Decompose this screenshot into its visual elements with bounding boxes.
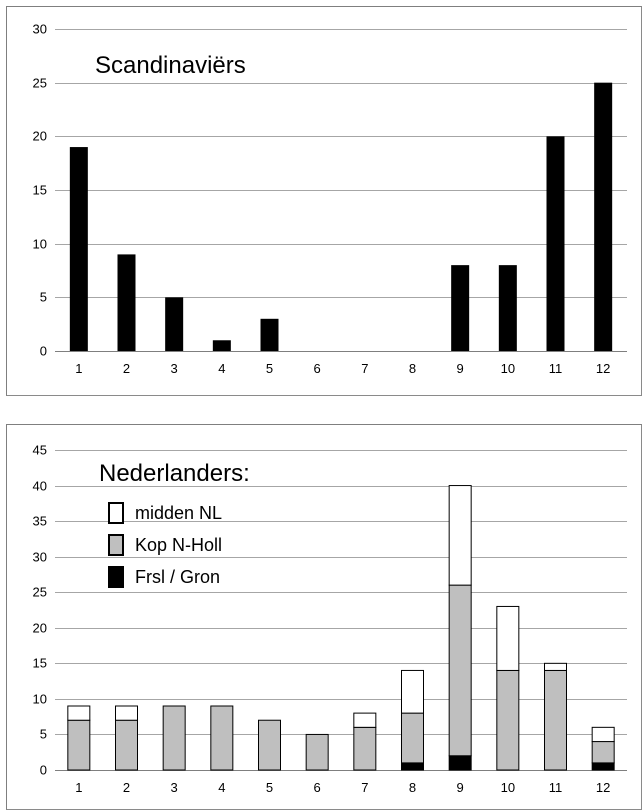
legend-label-frsl-gron: Frsl / Gron (135, 567, 220, 587)
x-tick-label: 9 (457, 780, 464, 795)
bar-segment-midden-nl (591, 726, 615, 743)
y-tick-label: 20 (33, 621, 47, 636)
y-tick-label: 15 (33, 656, 47, 671)
bar-segment-midden-nl (115, 705, 138, 721)
legend-swatch-kop-n-holl (108, 534, 124, 556)
x-tick-label: 6 (314, 780, 321, 795)
bar-segment-kop-n-holl (305, 733, 329, 771)
grid (55, 450, 627, 771)
chart-title: Scandinaviërs (95, 52, 246, 79)
legend: midden NL Kop N-Holl Frsl / Gron (108, 502, 222, 588)
y-tick-label: 40 (33, 479, 47, 494)
legend-swatch-midden-nl (108, 502, 124, 524)
bar (117, 254, 136, 351)
x-tick-label: 12 (596, 780, 610, 795)
dutch-chart-panel: 0 5 10 15 20 25 30 35 40 45 1 2 3 4 5 6 7 8 9 10 11 12 Nederl… (6, 424, 642, 810)
x-tick-label: 10 (501, 780, 515, 795)
scandinavians-chart-panel: 0 5 10 15 20 25 30 1 2 3 4 5 6 7 8 9 10 11 12 Scandinaviër… (6, 6, 642, 396)
x-tick-label: 5 (266, 361, 273, 376)
y-tick-label: 0 (40, 344, 47, 359)
x-tick-label: 7 (361, 361, 368, 376)
bar (546, 136, 565, 351)
bar-segment-kop-n-holl (448, 584, 472, 757)
bar-segment-kop-n-holl (67, 719, 91, 771)
x-axis: 1 2 3 4 5 6 7 8 9 10 11 12 (75, 361, 610, 376)
bar-segment-kop-n-holl (496, 669, 520, 771)
bar (212, 340, 231, 351)
x-tick-label: 10 (501, 361, 515, 376)
y-tick-label: 30 (33, 22, 47, 37)
x-tick-label: 7 (361, 780, 368, 795)
x-tick-label: 4 (218, 361, 225, 376)
y-tick-label: 15 (33, 183, 47, 198)
x-tick-label: 2 (123, 361, 130, 376)
y-axis: 0 5 10 15 20 25 30 35 40 45 (33, 443, 47, 778)
x-tick-label: 11 (549, 361, 563, 376)
x-tick-label: 3 (171, 361, 178, 376)
x-tick-label: 12 (596, 361, 610, 376)
bar (69, 147, 88, 351)
bars (69, 82, 613, 352)
bar-segment-kop-n-holl (544, 669, 567, 771)
y-axis: 0 5 10 15 20 25 30 (33, 22, 47, 359)
bar-segment-kop-n-holl (115, 719, 138, 771)
bar (165, 297, 184, 351)
bar-segment-frsl-gron (448, 755, 472, 771)
y-tick-label: 45 (33, 443, 47, 458)
bar-segment-kop-n-holl (401, 712, 424, 764)
y-tick-label: 10 (33, 237, 47, 252)
bar-segment-midden-nl (67, 705, 91, 721)
y-tick-label: 35 (33, 514, 47, 529)
bar (451, 265, 470, 351)
y-tick-label: 25 (33, 76, 47, 91)
x-axis: 1 2 3 4 5 6 7 8 9 10 11 12 (75, 780, 610, 795)
y-tick-label: 30 (33, 550, 47, 565)
x-tick-label: 2 (123, 780, 130, 795)
bar-segment-kop-n-holl (210, 705, 234, 771)
bar-segment-midden-nl (544, 662, 567, 671)
grid (55, 29, 627, 352)
bar-segment-kop-n-holl (258, 719, 281, 771)
bar-segment-kop-n-holl (162, 705, 186, 771)
x-tick-label: 11 (549, 780, 563, 795)
y-tick-label: 25 (33, 585, 47, 600)
x-tick-label: 5 (266, 780, 273, 795)
x-tick-label: 8 (409, 361, 416, 376)
x-tick-label: 3 (171, 780, 178, 795)
bar-segment-midden-nl (401, 669, 424, 714)
y-tick-label: 10 (33, 692, 47, 707)
bar-segment-midden-nl (448, 485, 472, 586)
bar-segment-frsl-gron (591, 762, 615, 771)
legend-label-midden-nl: midden NL (135, 503, 222, 523)
bar-segment-kop-n-holl (353, 726, 377, 771)
y-tick-label: 0 (40, 763, 47, 778)
x-tick-label: 6 (314, 361, 321, 376)
legend-label-kop-n-holl: Kop N-Holl (135, 535, 222, 555)
x-tick-label: 1 (75, 361, 82, 376)
bars (67, 485, 615, 771)
bar (594, 82, 613, 352)
legend-swatch-frsl-gron (108, 566, 124, 588)
y-tick-label: 20 (33, 129, 47, 144)
x-tick-label: 4 (218, 780, 225, 795)
y-tick-label: 5 (40, 727, 47, 742)
x-tick-label: 9 (457, 361, 464, 376)
x-tick-label: 1 (75, 780, 82, 795)
x-tick-label: 8 (409, 780, 416, 795)
bar-segment-kop-n-holl (591, 741, 615, 764)
y-tick-label: 5 (40, 290, 47, 305)
bar (260, 318, 279, 351)
chart-title: Nederlanders: (99, 460, 250, 487)
bar (498, 265, 517, 351)
bar-segment-midden-nl (496, 605, 520, 671)
bar-segment-frsl-gron (401, 762, 424, 771)
bar-segment-midden-nl (353, 712, 377, 728)
